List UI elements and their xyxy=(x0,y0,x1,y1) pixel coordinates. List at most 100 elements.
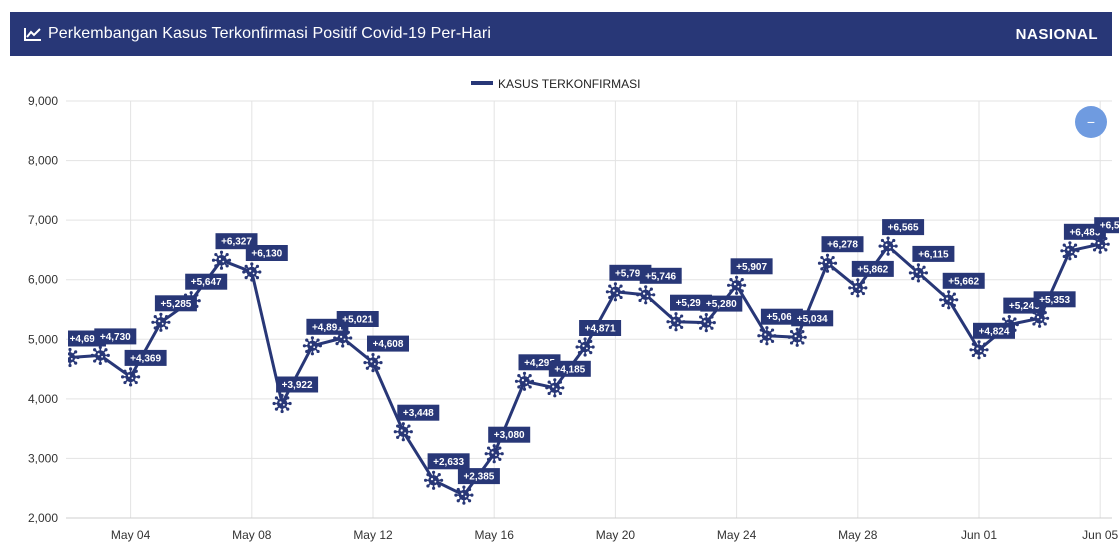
svg-text:+4,871: +4,871 xyxy=(585,324,616,335)
svg-text:+4,185: +4,185 xyxy=(554,364,585,375)
region-label: NASIONAL xyxy=(1015,25,1098,43)
virus-marker[interactable] xyxy=(272,393,292,414)
minus-icon: − xyxy=(1087,114,1095,130)
line-chart-icon xyxy=(24,28,41,41)
data-label: +6,115 xyxy=(912,245,955,262)
svg-text:+4,608: +4,608 xyxy=(373,339,404,350)
svg-text:+6,486: +6,486 xyxy=(1069,227,1100,238)
data-label: +2,633 xyxy=(427,453,470,470)
data-label: +5,746 xyxy=(639,267,682,284)
legend-item-label: KASUS TERKONFIRMASI xyxy=(498,77,640,91)
y-tick-label: 8,000 xyxy=(28,154,58,168)
svg-text:+4,694: +4,694 xyxy=(70,334,101,345)
svg-text:+5,662: +5,662 xyxy=(948,276,979,287)
virus-marker[interactable] xyxy=(666,312,686,332)
svg-text:+6,327: +6,327 xyxy=(221,237,252,248)
svg-text:+4,730: +4,730 xyxy=(100,332,131,343)
chart-legend[interactable]: KASUS TERKONFIRMASI xyxy=(471,77,640,91)
svg-text:+5,746: +5,746 xyxy=(645,271,676,282)
virus-marker[interactable] xyxy=(393,422,413,442)
virus-marker[interactable] xyxy=(908,263,928,283)
virus-marker[interactable] xyxy=(727,275,747,295)
svg-text:+5,647: +5,647 xyxy=(191,277,222,288)
svg-text:+5,797: +5,797 xyxy=(615,268,646,279)
virus-marker[interactable] xyxy=(484,444,504,464)
virus-marker[interactable] xyxy=(878,236,898,256)
data-labels: +4,694 +4,730+4,369+5,285+5,647+6,327+6,1… xyxy=(68,217,1119,485)
virus-marker[interactable] xyxy=(696,313,716,333)
svg-text:+5,246: +5,246 xyxy=(1009,301,1040,312)
chart-title: Perkembangan Kasus Terkonfirmasi Positif… xyxy=(48,25,492,42)
data-label: +6,596 xyxy=(1094,217,1119,234)
virus-marker[interactable] xyxy=(302,336,322,356)
virus-marker[interactable] xyxy=(454,485,474,505)
data-label: +6,278 xyxy=(821,236,864,253)
svg-text:+6,115: +6,115 xyxy=(918,249,949,260)
svg-text:+6,565: +6,565 xyxy=(888,223,919,234)
data-label: +4,730 xyxy=(94,328,137,345)
svg-text:+4,295: +4,295 xyxy=(524,358,555,369)
virus-marker[interactable] xyxy=(90,345,110,365)
data-label: +5,862 xyxy=(851,260,894,277)
virus-marker[interactable] xyxy=(787,327,807,347)
y-tick-label: 7,000 xyxy=(28,213,58,227)
data-label: +4,369 xyxy=(124,349,167,366)
svg-text:+3,448: +3,448 xyxy=(403,408,434,419)
data-label: +5,662 xyxy=(942,272,985,289)
svg-text:+5,296: +5,296 xyxy=(676,298,707,309)
svg-text:+6,130: +6,130 xyxy=(251,249,282,260)
virus-marker[interactable] xyxy=(151,312,171,332)
data-label: +4,824 xyxy=(973,322,1015,339)
x-tick-label: May 04 xyxy=(111,528,151,542)
data-label: +5,353 xyxy=(1033,291,1076,308)
covid-cases-chart: 2,000 3,000 4,000 5,000 6,000 7,000 8,000 9,000… xyxy=(28,77,1119,542)
svg-text:+2,633: +2,633 xyxy=(433,457,464,468)
virus-marker[interactable] xyxy=(636,285,656,305)
y-tick-label: 3,000 xyxy=(28,451,58,465)
virus-marker[interactable] xyxy=(242,262,262,282)
chart-header: Perkembangan Kasus Terkonfirmasi Positif… xyxy=(10,12,1112,56)
svg-text:+5,907: +5,907 xyxy=(736,262,767,273)
svg-text:+6,596: +6,596 xyxy=(1100,221,1119,232)
data-label: +6,565 xyxy=(882,219,925,236)
virus-marker[interactable] xyxy=(575,337,595,357)
virus-marker[interactable] xyxy=(211,250,232,270)
svg-text:+5,353: +5,353 xyxy=(1039,295,1070,306)
svg-text:+5,862: +5,862 xyxy=(857,264,888,275)
svg-text:+5,034: +5,034 xyxy=(797,314,828,325)
virus-marker[interactable] xyxy=(121,367,141,387)
virus-marker[interactable] xyxy=(848,278,868,298)
virus-marker[interactable] xyxy=(363,353,383,373)
x-tick-label: May 24 xyxy=(717,528,757,542)
svg-text:+4,891: +4,891 xyxy=(312,322,343,333)
virus-marker[interactable] xyxy=(514,371,535,391)
virus-marker[interactable] xyxy=(60,347,80,368)
svg-text:+3,080: +3,080 xyxy=(494,430,525,441)
virus-marker[interactable] xyxy=(817,253,838,273)
data-label: +5,907 xyxy=(730,258,773,275)
zoom-out-button[interactable]: − xyxy=(1075,106,1107,138)
y-tick-label: 2,000 xyxy=(28,511,58,525)
virus-marker[interactable] xyxy=(1060,241,1080,261)
data-label: +4,871 xyxy=(579,320,622,336)
y-axis: 2,000 3,000 4,000 5,000 6,000 7,000 8,000 9,000 xyxy=(28,94,58,525)
data-label: +5,647 xyxy=(185,273,228,290)
svg-text:+4,824: +4,824 xyxy=(979,326,1010,337)
svg-text:+5,280: +5,280 xyxy=(706,299,737,310)
virus-marker[interactable] xyxy=(605,282,625,302)
x-tick-label: Jun 05 xyxy=(1082,528,1118,542)
data-label: +5,021 xyxy=(336,311,379,327)
virus-marker[interactable] xyxy=(757,326,777,346)
virus-marker[interactable] xyxy=(939,290,959,310)
virus-marker[interactable] xyxy=(969,340,989,360)
data-label: +4,185 xyxy=(548,360,591,377)
svg-text:+5,060: +5,060 xyxy=(766,312,797,323)
x-tick-label: May 12 xyxy=(353,528,393,542)
x-tick-label: Jun 01 xyxy=(961,528,997,542)
virus-marker[interactable] xyxy=(545,378,565,398)
virus-marker[interactable] xyxy=(424,470,444,490)
data-label: +3,080 xyxy=(488,426,531,443)
svg-text:+6,278: +6,278 xyxy=(827,240,858,251)
x-tick-label: May 28 xyxy=(838,528,878,542)
data-label: +3,448 xyxy=(397,404,440,421)
